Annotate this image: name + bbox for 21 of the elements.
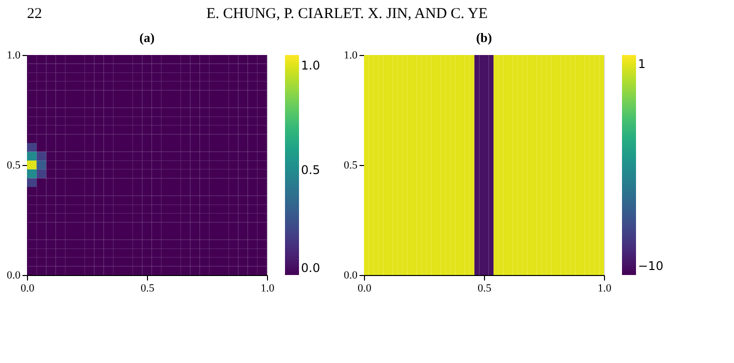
color-bar-label: 1 [638, 57, 646, 72]
text: 22 [27, 6, 42, 22]
color-bar-label: −10 [638, 258, 664, 273]
x-tick-label: 0.5 [140, 282, 155, 294]
x-tick-label: 1.0 [260, 282, 275, 294]
y-tick-label: 1.0 [6, 50, 21, 62]
x-tick-label: 0.5 [478, 282, 492, 294]
color-bar-label: 0.0 [301, 261, 320, 275]
y-tick-label: 0.5 [6, 160, 21, 172]
y-tick-label: 0.5 [344, 160, 358, 172]
chart-title: (a) [139, 30, 155, 45]
x-tick-label: 0.0 [20, 282, 35, 294]
color-bar-label: 0.5 [301, 163, 320, 178]
chart-title: (b) [476, 30, 492, 45]
y-tick-label: 0.0 [344, 270, 358, 282]
y-tick-label: 0.0 [6, 270, 21, 282]
color-bar-label: 1.0 [301, 58, 320, 72]
text: E. CHUNG, P. CIARLET. X. JIN, AND C. YE [206, 6, 488, 22]
y-tick-label: 1.0 [344, 50, 358, 62]
x-tick-label: 0.0 [358, 282, 372, 294]
x-tick-label: 1.0 [598, 282, 612, 294]
